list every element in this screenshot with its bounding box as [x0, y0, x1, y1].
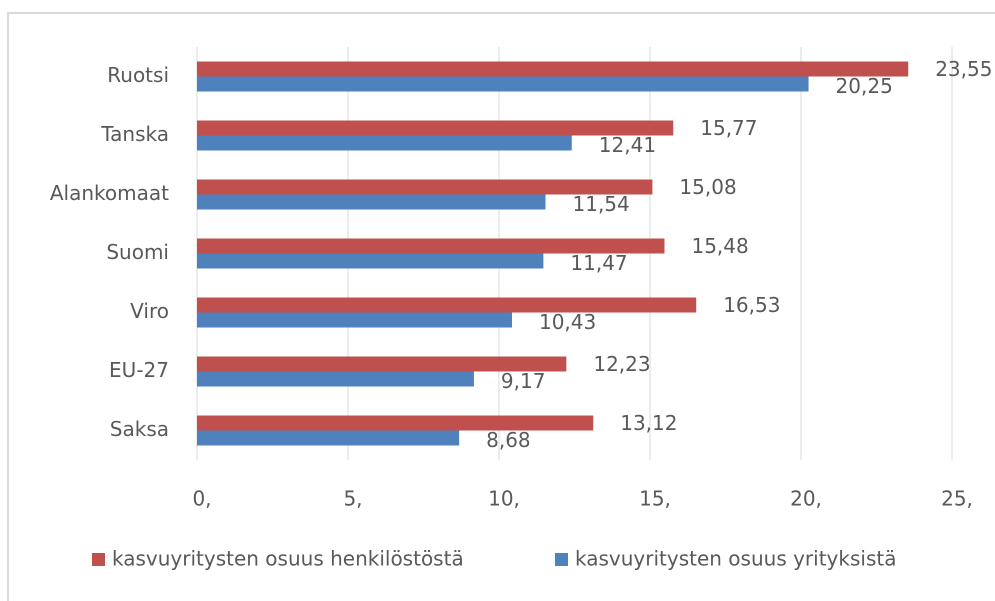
bar	[197, 253, 544, 269]
bar	[197, 297, 697, 313]
data-label: 12,41	[599, 133, 656, 157]
data-label: 16,53	[723, 293, 780, 317]
bar	[197, 371, 474, 387]
x-tick-label: 5,	[343, 487, 362, 511]
x-tick-label: 25,	[941, 487, 973, 511]
bar	[197, 430, 460, 446]
y-tick-label: Suomi	[106, 240, 169, 264]
x-tick-label: 0,	[192, 487, 211, 511]
bar	[197, 238, 665, 254]
data-label: 9,17	[501, 369, 546, 393]
bar	[197, 356, 567, 372]
bar	[197, 76, 809, 92]
data-label: 11,47	[570, 251, 627, 275]
legend-label: kasvuyritysten osuus yrityksistä	[575, 547, 896, 571]
bar	[197, 312, 512, 328]
y-tick-label: Tanska	[100, 122, 169, 146]
legend-swatch	[92, 553, 105, 566]
y-tick-label: Alankomaat	[50, 181, 169, 205]
y-tick-label: Ruotsi	[107, 63, 169, 87]
data-label: 20,25	[836, 74, 893, 98]
data-label: 10,43	[539, 310, 596, 334]
x-tick-label: 15,	[639, 487, 671, 511]
bar	[197, 120, 674, 136]
data-label: 15,48	[691, 234, 748, 258]
data-label: 8,68	[486, 428, 531, 452]
data-label: 13,12	[620, 411, 677, 435]
bar	[197, 415, 594, 431]
data-label: 23,55	[935, 57, 992, 81]
legend-label: kasvuyritysten osuus henkilöstöstä	[112, 547, 464, 571]
bar	[197, 179, 653, 195]
data-label: 15,08	[679, 175, 736, 199]
data-label: 11,54	[573, 192, 630, 216]
bar	[197, 194, 546, 210]
x-tick-label: 10,	[488, 487, 520, 511]
legend-swatch	[555, 553, 568, 566]
y-tick-label: Saksa	[110, 417, 169, 441]
y-tick-label: EU-27	[109, 358, 169, 382]
x-tick-label: 20,	[790, 487, 822, 511]
bar	[197, 61, 909, 77]
bar	[197, 135, 572, 151]
y-tick-label: Viro	[130, 299, 169, 323]
data-label: 12,23	[593, 352, 650, 376]
data-label: 15,77	[700, 116, 757, 140]
